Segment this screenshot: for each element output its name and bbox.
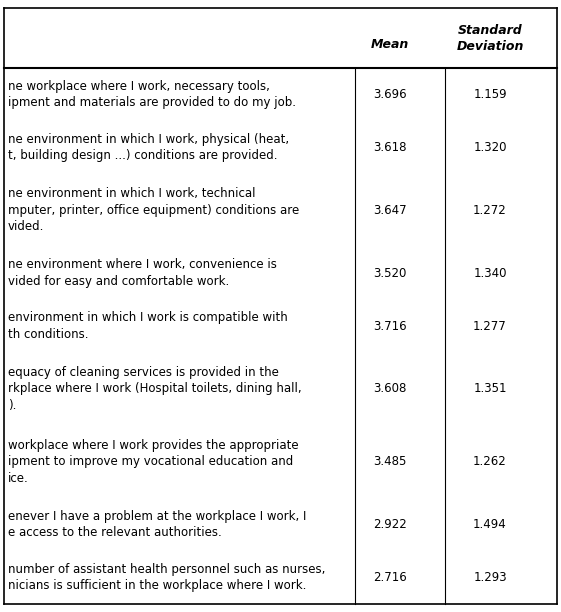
Text: Mean: Mean — [371, 39, 409, 51]
Text: 1.277: 1.277 — [473, 319, 507, 333]
Text: 3.716: 3.716 — [373, 319, 407, 333]
Text: 1.272: 1.272 — [473, 204, 507, 217]
Text: 1.159: 1.159 — [473, 88, 507, 101]
Text: number of assistant health personnel such as nurses,
nicians is sufficient in th: number of assistant health personnel suc… — [8, 563, 325, 592]
Text: 3.608: 3.608 — [373, 382, 407, 395]
Text: ne environment in which I work, physical (heat,
t, building design ...) conditio: ne environment in which I work, physical… — [8, 133, 289, 162]
Text: enever I have a problem at the workplace I work, I
e access to the relevant auth: enever I have a problem at the workplace… — [8, 510, 306, 539]
Text: 3.618: 3.618 — [373, 141, 407, 154]
Text: 1.293: 1.293 — [473, 571, 507, 584]
Text: 3.485: 3.485 — [373, 455, 407, 468]
Text: equacy of cleaning services is provided in the
rkplace where I work (Hospital to: equacy of cleaning services is provided … — [8, 366, 302, 412]
Text: 3.647: 3.647 — [373, 204, 407, 217]
Text: 1.494: 1.494 — [473, 518, 507, 531]
Text: 2.922: 2.922 — [373, 518, 407, 531]
Text: 1.351: 1.351 — [473, 382, 507, 395]
Text: workplace where I work provides the appropriate
ipment to improve my vocational : workplace where I work provides the appr… — [8, 439, 298, 485]
Text: ne environment in which I work, technical
mputer, printer, office equipment) con: ne environment in which I work, technica… — [8, 187, 299, 233]
Text: 2.716: 2.716 — [373, 571, 407, 584]
Text: 3.520: 3.520 — [373, 267, 407, 280]
Text: ne environment where I work, convenience is
vided for easy and comfortable work.: ne environment where I work, convenience… — [8, 258, 277, 288]
Text: environment in which I work is compatible with
th conditions.: environment in which I work is compatibl… — [8, 312, 288, 341]
Text: 1.340: 1.340 — [473, 267, 507, 280]
Text: 1.262: 1.262 — [473, 455, 507, 468]
Text: 3.696: 3.696 — [373, 88, 407, 101]
Text: ne workplace where I work, necessary tools,
ipment and materials are provided to: ne workplace where I work, necessary too… — [8, 80, 296, 110]
Text: Standard
Deviation: Standard Deviation — [456, 23, 523, 53]
Text: 1.320: 1.320 — [473, 141, 507, 154]
